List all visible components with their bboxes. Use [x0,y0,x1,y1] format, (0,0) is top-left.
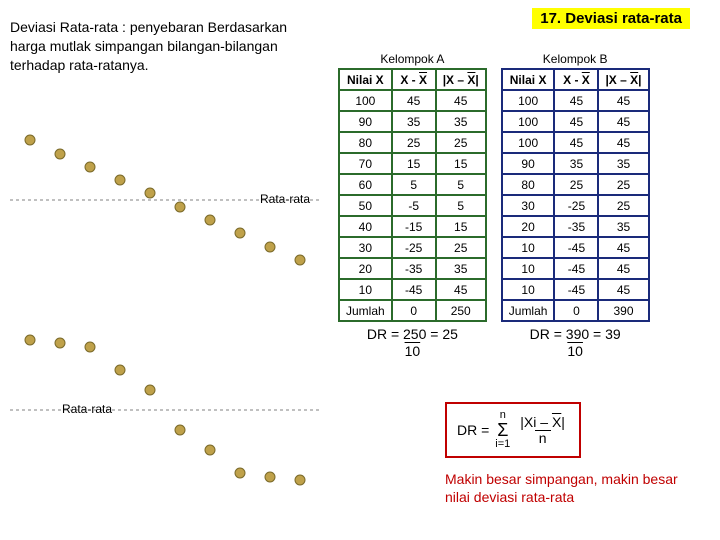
table-row: 802525 [502,174,649,195]
table-row: 10-4545 [502,237,649,258]
sum-d-b: 0 [554,300,598,321]
formula-lhs: DR = [457,422,489,438]
table-row: 20-3535 [339,258,486,279]
table-b: Nilai X X - X |X – X| 100454510045451004… [501,68,650,322]
table-row: 1004545 [502,90,649,111]
table-row: 10-4545 [339,279,486,300]
table-row: 10-4545 [502,258,649,279]
result-b: DR = 390 = 39 10 [501,326,650,360]
definition-text: Deviasi Rata-rata : penyebaran Berdasark… [10,18,310,75]
table-row: 10-4545 [502,279,649,300]
table-a: Nilai X X - X |X – X| 100454590353580252… [338,68,487,322]
sum-d-a: 0 [392,300,436,321]
table-row: 30-2525 [339,237,486,258]
col-abs: |X – X| [436,69,486,90]
table-row: 50-55 [339,195,486,216]
page-title-banner: 17. Deviasi rata-rata [532,8,690,29]
scatter-plots: Rata-rata Rata-rata [10,110,320,490]
col-dev: X - X [392,69,436,90]
table-row: 1004545 [502,132,649,153]
col-nilai: Nilai X [339,69,392,90]
table-row: 1004545 [339,90,486,111]
mean-label-a: Rata-rata [260,192,310,206]
sum-a-b: 390 [598,300,648,321]
col-dev: X - X [554,69,598,90]
table-row: 6055 [339,174,486,195]
table-row: 20-3535 [502,216,649,237]
tables-container: Kelompok A Nilai X X - X |X – X| 1004545… [338,52,650,360]
table-row: 802525 [339,132,486,153]
mean-label-b: Rata-rata [62,402,112,416]
formula-fraction: |Xi – X| n [516,415,569,445]
group-b: Kelompok B Nilai X X - X |X – X| 1004545… [501,52,650,360]
col-abs: |X – X| [598,69,648,90]
col-nilai: Nilai X [502,69,555,90]
footer-label: Jumlah [339,300,392,321]
conclusion-text: Makin besar simpangan, makin besar nilai… [445,470,705,506]
table-row: 903535 [339,111,486,132]
sigma-icon: n Σ i=1 [495,410,510,450]
result-a: DR = 250 = 25 10 [338,326,487,360]
group-b-label: Kelompok B [501,52,650,66]
table-row: 30-2525 [502,195,649,216]
sum-a-a: 250 [436,300,486,321]
table-row: 40-1515 [339,216,486,237]
footer-label: Jumlah [502,300,555,321]
group-a: Kelompok A Nilai X X - X |X – X| 1004545… [338,52,487,360]
formula-box: DR = n Σ i=1 |Xi – X| n [445,402,581,458]
group-a-label: Kelompok A [338,52,487,66]
table-row: 701515 [339,153,486,174]
table-row: 903535 [502,153,649,174]
table-row: 1004545 [502,111,649,132]
